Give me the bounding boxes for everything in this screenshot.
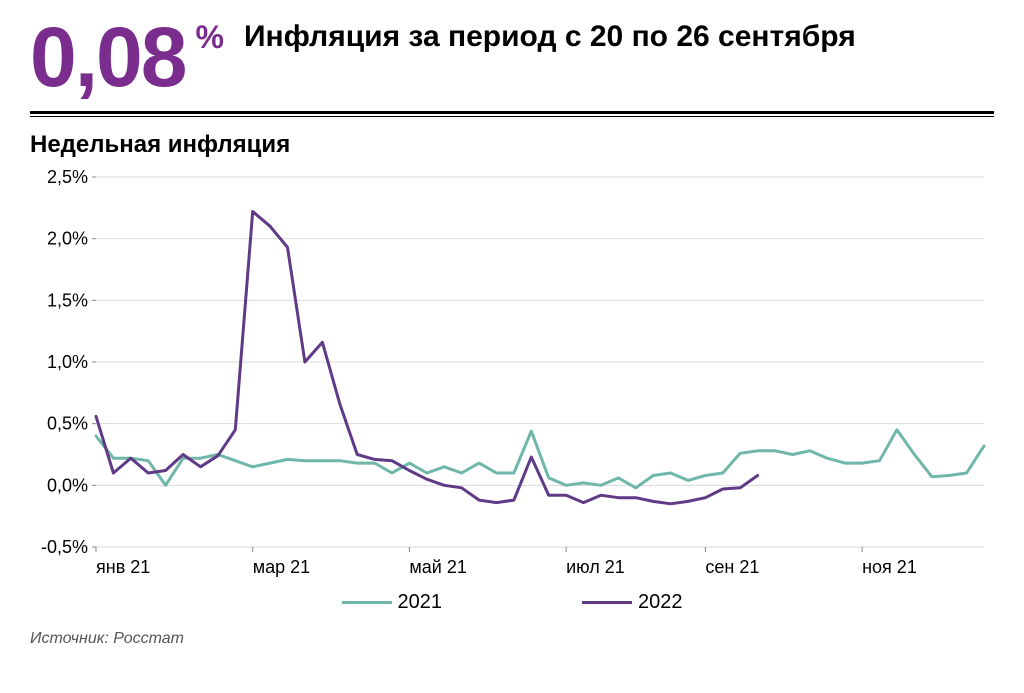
headline-value: 0,08 bbox=[30, 15, 186, 99]
svg-text:1,0%: 1,0% bbox=[47, 352, 88, 372]
chart-area: -0,5% 0,0% 0,5% 1,0% 1,5% 2,0% 2,5% янв 21 мар 2… bbox=[30, 167, 994, 587]
svg-text:-0,5%: -0,5% bbox=[41, 537, 88, 557]
svg-text:сен 21: сен 21 bbox=[705, 557, 759, 577]
svg-text:мар 21: мар 21 bbox=[253, 557, 310, 577]
svg-text:0,0%: 0,0% bbox=[47, 475, 88, 495]
svg-text:июл 21: июл 21 bbox=[566, 557, 625, 577]
chart-title: Недельная инфляция bbox=[30, 131, 994, 159]
headline-unit: % bbox=[196, 19, 224, 56]
header: 0,08 % Инфляция за период с 20 по 26 сен… bbox=[30, 10, 994, 99]
svg-text:0,5%: 0,5% bbox=[47, 414, 88, 434]
source-text: Источник: Росстат bbox=[30, 630, 994, 648]
legend-swatch bbox=[342, 601, 392, 604]
legend-item: 2022 bbox=[582, 591, 683, 614]
container: 0,08 % Инфляция за период с 20 по 26 сен… bbox=[0, 0, 1024, 693]
svg-text:2,0%: 2,0% bbox=[47, 229, 88, 249]
svg-text:май 21: май 21 bbox=[409, 557, 466, 577]
svg-text:ноя 21: ноя 21 bbox=[862, 557, 917, 577]
legend: 2021 2022 bbox=[30, 591, 994, 614]
legend-swatch bbox=[582, 601, 632, 604]
legend-item: 2021 bbox=[342, 591, 443, 614]
svg-text:1,5%: 1,5% bbox=[47, 290, 88, 310]
svg-text:2,5%: 2,5% bbox=[47, 167, 88, 187]
headline-subtitle: Инфляция за период с 20 по 26 сентября bbox=[244, 19, 856, 55]
svg-text:янв 21: янв 21 bbox=[96, 557, 150, 577]
legend-label: 2022 bbox=[638, 591, 683, 614]
legend-label: 2021 bbox=[398, 591, 443, 614]
chart-svg: -0,5% 0,0% 0,5% 1,0% 1,5% 2,0% 2,5% янв 21 мар 2… bbox=[30, 167, 994, 587]
